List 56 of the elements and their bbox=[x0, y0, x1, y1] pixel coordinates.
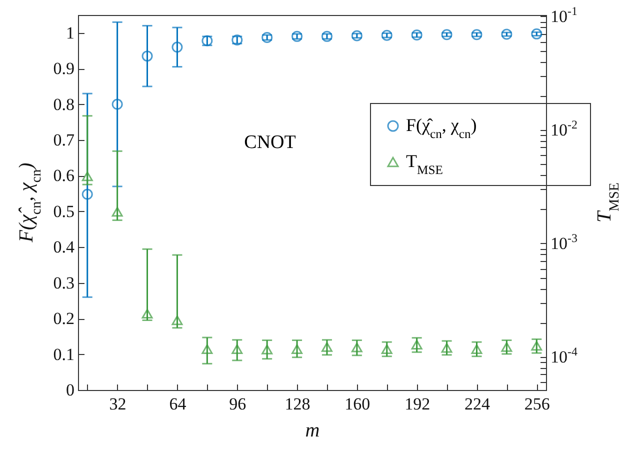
point bbox=[112, 98, 123, 110]
x-tick-label: 96 bbox=[229, 394, 246, 414]
y-tick-label: 0.8 bbox=[53, 94, 74, 114]
x-tick-label: 32 bbox=[109, 394, 126, 414]
y2-tick-label: 10$^{-1}$ bbox=[550, 4, 578, 26]
point bbox=[142, 308, 153, 319]
x-tick-label: 256 bbox=[524, 394, 550, 414]
point bbox=[262, 344, 273, 354]
x-tick-label: 160 bbox=[344, 394, 370, 414]
y2-tick-label: 10$^{-2}$ bbox=[550, 117, 578, 140]
y-tick-label: 1 bbox=[66, 23, 74, 42]
point bbox=[232, 344, 243, 354]
point bbox=[142, 50, 153, 62]
y-tick-label: 0.5 bbox=[53, 202, 74, 221]
y-tick-label: 0.1 bbox=[53, 344, 74, 364]
point bbox=[321, 342, 332, 352]
y2-tick-label: 10$^{-4}$ bbox=[550, 344, 578, 366]
y-tick-label: 0.7 bbox=[53, 130, 75, 150]
point bbox=[292, 344, 303, 354]
y-tick-label: 0.2 bbox=[53, 309, 74, 328]
annotation: CNOT bbox=[244, 132, 296, 153]
point bbox=[471, 344, 482, 354]
legend-label: F(χ̂$_{cn}$, χ$_{cn}$) bbox=[406, 115, 477, 141]
point bbox=[471, 29, 482, 40]
point bbox=[501, 342, 512, 352]
y-tick-label: 0.3 bbox=[53, 273, 74, 292]
x-tick-label: 192 bbox=[404, 394, 430, 414]
point bbox=[112, 206, 123, 217]
point bbox=[202, 344, 213, 354]
point bbox=[441, 342, 452, 353]
point bbox=[381, 344, 392, 354]
point bbox=[82, 188, 93, 200]
x-axis-title: m bbox=[305, 420, 320, 442]
point bbox=[411, 30, 422, 40]
x-tick-label: 224 bbox=[464, 394, 490, 414]
point bbox=[441, 29, 452, 40]
y-tick-label: 0.9 bbox=[53, 59, 74, 78]
point bbox=[292, 30, 303, 42]
point bbox=[531, 28, 542, 40]
y-tick-label: 0.6 bbox=[53, 166, 74, 186]
point bbox=[501, 28, 512, 40]
x-tick-label: 128 bbox=[284, 394, 310, 414]
point bbox=[172, 315, 183, 326]
point bbox=[82, 171, 93, 182]
point bbox=[351, 342, 362, 352]
point bbox=[411, 340, 422, 350]
point bbox=[381, 30, 392, 41]
point bbox=[531, 340, 542, 351]
y-tick-label: 0.4 bbox=[53, 238, 75, 257]
x-tick-label: 64 bbox=[169, 394, 187, 414]
y-tick-label: 0 bbox=[66, 380, 74, 400]
point bbox=[172, 42, 183, 53]
legend-label: T$_{MSE}$ bbox=[406, 151, 444, 177]
point bbox=[321, 30, 332, 42]
y2-tick-label: 10$^{-3}$ bbox=[550, 230, 578, 253]
point bbox=[351, 30, 362, 42]
